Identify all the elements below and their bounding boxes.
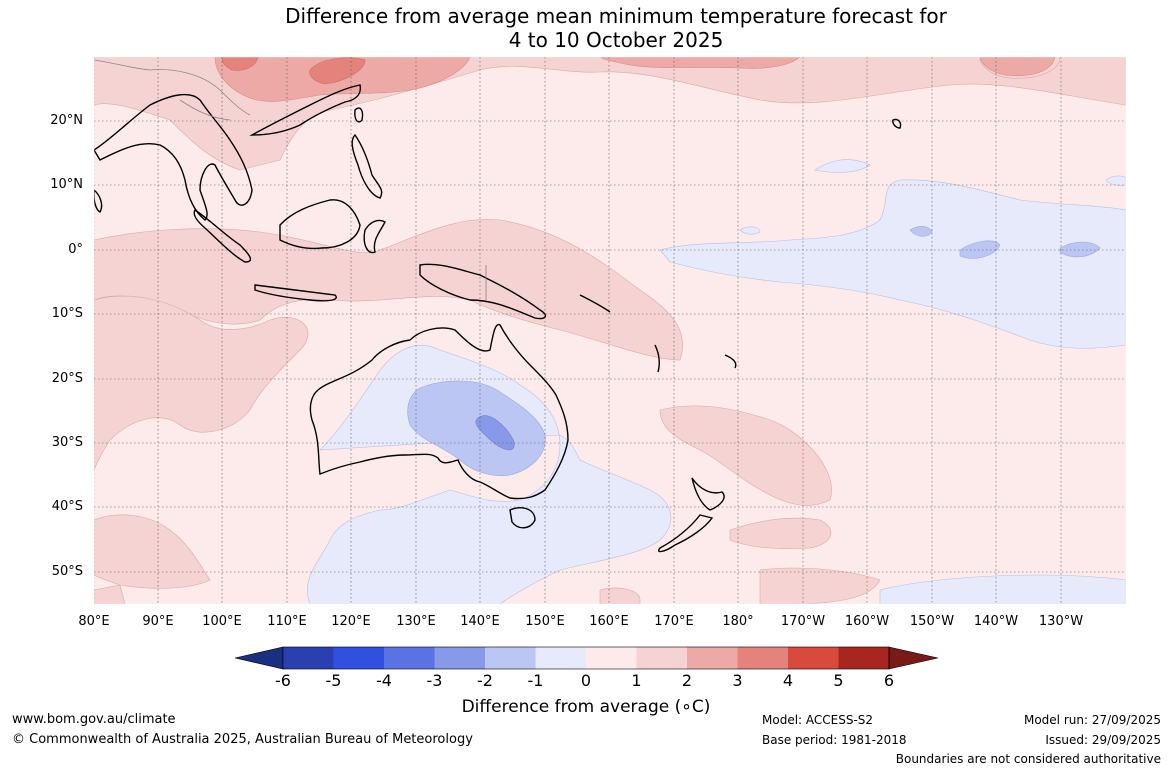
- footer-model: Model: ACCESS-S2: [762, 713, 874, 727]
- footer-issued: Issued: 29/09/2025: [1045, 733, 1161, 747]
- anomaly-minus3-minus2-zone: [475, 415, 515, 451]
- latitude-label: 0°: [68, 242, 83, 257]
- colorbar-outline: [282, 646, 890, 670]
- colorbar-tick-label: -3: [426, 671, 443, 690]
- latitude-label: 30°S: [51, 435, 83, 450]
- colorbar-tick-label: 0: [580, 671, 592, 690]
- colorbar-tick-label: -6: [275, 671, 291, 690]
- longitude-label: 140°W: [973, 614, 1019, 629]
- longitude-label: 100°E: [202, 614, 242, 629]
- colorbar-tick-label: 3: [732, 671, 743, 690]
- latitude-label: 50°S: [51, 564, 83, 579]
- colorbar-swatch: [535, 647, 587, 669]
- latitude-label: 10°S: [51, 306, 83, 321]
- longitude-label: 170°E: [654, 614, 694, 629]
- title-line-1: Difference from average mean minimum tem…: [285, 4, 947, 28]
- anomaly-minus2-minus1-zones: [407, 226, 1101, 476]
- colorbar-tick-label: -4: [376, 671, 392, 690]
- anomaly-3-4-zones: [221, 57, 366, 85]
- latitude-label: 20°N: [50, 113, 83, 128]
- colorbar-swatch: [333, 647, 385, 669]
- longitude-label: 160°E: [589, 614, 629, 629]
- footer-base-period: Base period: 1981-2018: [762, 733, 907, 747]
- colorbar-swatch: [737, 647, 789, 669]
- colorbar-swatch: [636, 647, 688, 669]
- colorbar-tick-label: 5: [833, 671, 844, 690]
- colorbar-swatch: [384, 647, 435, 669]
- colorbar-tick-label: -1: [527, 671, 544, 690]
- country-boundaries: [94, 59, 487, 300]
- colorbar-tick-label: 4: [782, 671, 794, 690]
- footer-copyright: © Commonwealth of Australia 2025, Austra…: [12, 732, 473, 747]
- longitude-label: 110°E: [267, 614, 307, 629]
- longitude-label: 120°E: [331, 614, 371, 629]
- map-frame: [93, 56, 1127, 605]
- title-line-2: 4 to 10 October 2025: [508, 28, 724, 52]
- footer-model-run: Model run: 27/09/2025: [1023, 713, 1161, 727]
- longitude-label: 130°W: [1038, 614, 1084, 629]
- longitude-label: 160°W: [844, 614, 890, 629]
- longitude-label: 90°E: [142, 614, 174, 629]
- latitude-label: 10°N: [50, 177, 83, 192]
- colorbar: [234, 646, 939, 670]
- longitude-label: 170°W: [780, 614, 826, 629]
- lat-lon-grid: [94, 57, 1126, 604]
- footer-disclaimer: Boundaries are not considered authoritat…: [895, 752, 1161, 766]
- map-title: Difference from average mean minimum tem…: [0, 4, 1173, 52]
- longitude-label: 140°E: [460, 614, 500, 629]
- colorbar-swatch: [687, 647, 738, 669]
- colorbar-max-arrow: [888, 646, 939, 670]
- colorbar-min-arrow: [234, 646, 284, 670]
- longitude-label: 80°E: [78, 614, 110, 629]
- longitude-label: 150°W: [909, 614, 955, 629]
- colorbar-tick-label: 1: [631, 671, 642, 690]
- colorbar-title: Difference from average (∘C): [461, 697, 711, 717]
- colorbar-tick-label: -5: [325, 671, 342, 690]
- latitude-label: 40°S: [51, 499, 83, 514]
- colorbar-tick-label: -2: [477, 671, 493, 690]
- map-plot-area: [94, 57, 1126, 604]
- colorbar-swatch: [838, 647, 890, 669]
- latitude-label: 20°S: [51, 371, 83, 386]
- longitude-label: 130°E: [396, 614, 436, 629]
- colorbar-swatch: [434, 647, 486, 669]
- longitude-label: 150°E: [525, 614, 565, 629]
- footer-url: www.bom.gov.au/climate: [12, 712, 176, 727]
- coastlines: [94, 84, 902, 553]
- colorbar-swatch: [485, 647, 536, 669]
- colorbar-tick-label: 6: [883, 671, 895, 690]
- colorbar-swatch: [586, 647, 637, 669]
- anomaly-minus1-0-zones: [307, 159, 1126, 604]
- longitude-label: 180°: [722, 614, 754, 629]
- colorbar-tick-label: 2: [681, 671, 693, 690]
- colorbar-swatch: [283, 647, 334, 669]
- colorbar-swatch: [788, 647, 839, 669]
